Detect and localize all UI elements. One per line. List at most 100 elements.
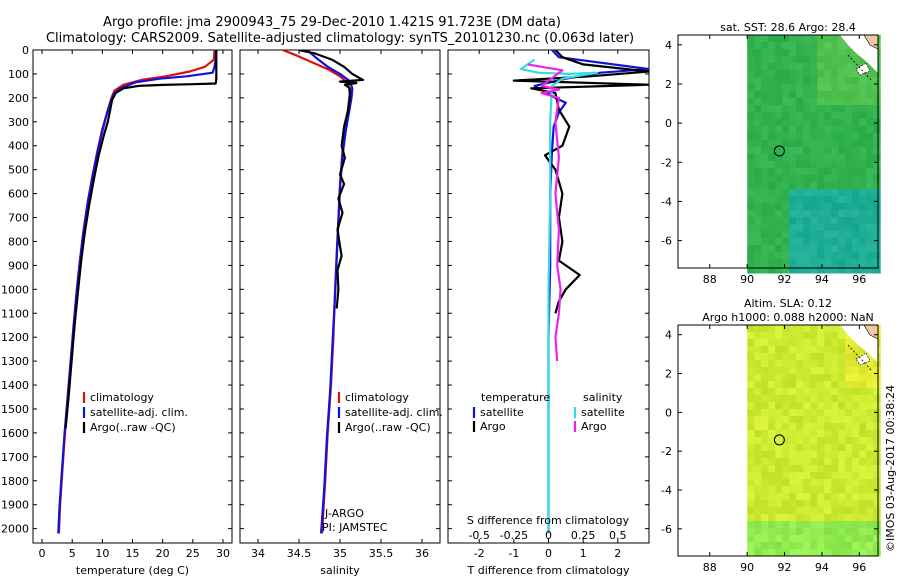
sla_map-cell: [768, 374, 776, 382]
difference-line-salinity-argo: [527, 63, 564, 362]
sst_map-cell: [873, 84, 881, 92]
sla_map-cell: [761, 346, 769, 354]
sst_map-cell: [747, 168, 755, 176]
sst_map-cell: [775, 105, 783, 113]
sst_map-cell: [747, 98, 755, 106]
sst_map-cell: [810, 266, 818, 274]
sst_map-cell: [873, 70, 881, 78]
sla_map-cell: [761, 402, 769, 410]
sla_map-cell: [824, 325, 832, 333]
sla_map-cell: [810, 528, 818, 536]
sla_map-cell: [789, 395, 797, 403]
sla_map-cell: [845, 535, 853, 543]
sst_map-cell: [796, 133, 804, 141]
sla_map-cell: [796, 437, 804, 445]
sla_map-cell: [789, 416, 797, 424]
sst_map-cell: [789, 84, 797, 92]
sst_map-cell: [845, 189, 853, 197]
sla_map-cell: [782, 339, 790, 347]
sla_map-cell: [866, 535, 874, 543]
sst_map-cell: [754, 196, 762, 204]
sst_map-cell: [782, 245, 790, 253]
sst_map-cell: [803, 119, 811, 127]
sst_map-cell: [775, 49, 783, 57]
sla_map-cell: [852, 507, 860, 515]
sla_map-cell: [789, 493, 797, 501]
sla_map-cell: [817, 423, 825, 431]
sla_map-cell: [782, 423, 790, 431]
sst_map-cell: [775, 259, 783, 267]
sst_map-cell: [754, 147, 762, 155]
sla_map-cell: [761, 409, 769, 417]
sla_map-cell: [859, 514, 867, 522]
depth-tick-label: 0: [22, 44, 29, 57]
sla_map-cell: [817, 465, 825, 473]
legend-label: satellite-adj. clim.: [345, 406, 443, 419]
sla_map-cell: [859, 367, 867, 375]
sst_map-cell: [859, 266, 867, 274]
sst_map-cell: [831, 49, 839, 57]
sla_map-cell: [747, 465, 755, 473]
sst_map-cell: [845, 98, 853, 106]
sla_map-cell: [845, 514, 853, 522]
sla_map-cell: [866, 465, 874, 473]
sst_map-cell: [754, 112, 762, 120]
sst_map-cell: [782, 105, 790, 113]
sla_map-cell: [796, 486, 804, 494]
sla_map-cell: [803, 535, 811, 543]
sst_map-cell: [747, 133, 755, 141]
sla_map-cell: [789, 458, 797, 466]
sst_map-cell: [747, 161, 755, 169]
sla_map-cell: [754, 437, 762, 445]
sla_map-cell: [754, 325, 762, 333]
sla_map-cell: [789, 409, 797, 417]
sst_map-cell: [796, 217, 804, 225]
sla_map-cell: [796, 465, 804, 473]
sst_map-cell: [859, 217, 867, 225]
sla_map-island: [855, 352, 871, 366]
sla_map-cell: [747, 374, 755, 382]
difference-legend-label: Argo: [581, 420, 607, 433]
sla_map-cell: [859, 458, 867, 466]
sst_map-cell: [789, 70, 797, 78]
sst_map-cell: [845, 231, 853, 239]
sst_map-cell: [789, 133, 797, 141]
sst_map-cell: [761, 196, 769, 204]
sla_map-cell: [852, 402, 860, 410]
sst_map-cell: [754, 49, 762, 57]
sst_map-cell: [817, 266, 825, 274]
sst_map-cell: [852, 224, 860, 232]
sla_map-cell: [775, 430, 783, 438]
sst_map-cell: [810, 147, 818, 155]
sst_map-cell: [761, 217, 769, 225]
sla_map-ytick-label: -6: [661, 523, 672, 536]
sla_map-cell: [810, 423, 818, 431]
sst_map-cell: [845, 245, 853, 253]
sla_map-cell: [845, 472, 853, 480]
sst_map-cell: [838, 140, 846, 148]
sla_map-cell: [824, 493, 832, 501]
sst_map-cell: [761, 252, 769, 260]
sla_map-cell: [838, 388, 846, 396]
sst_map-cell: [754, 182, 762, 190]
sst_map-ytick-label: 0: [665, 117, 672, 130]
sst_map-cell: [817, 49, 825, 57]
depth-tick-label: 1700: [1, 451, 29, 464]
sla_map-cell: [838, 381, 846, 389]
sla_map-cell: [803, 325, 811, 333]
sst_map-cell: [824, 203, 832, 211]
sla_map-cell: [859, 374, 867, 382]
sst_map-cell: [789, 161, 797, 169]
sla_map-cell: [831, 416, 839, 424]
temperature-panel: 0100200300400500600700800900100011001200…: [1, 44, 233, 577]
sla_map-cell: [761, 507, 769, 515]
sst_map-cell: [817, 196, 825, 204]
depth-tick-label: 600: [8, 188, 29, 201]
sst_map-cell: [873, 266, 881, 274]
sla_map-cell: [852, 549, 860, 557]
sst_map-cell: [817, 105, 825, 113]
sla_map-cell: [810, 451, 818, 459]
sst_map-cell: [873, 147, 881, 155]
sla_map-cell: [789, 346, 797, 354]
sst_map-cell: [782, 56, 790, 64]
